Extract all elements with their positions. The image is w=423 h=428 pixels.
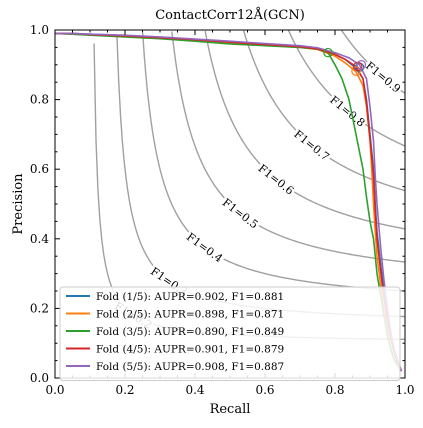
x-tick-label: 1.0 [395,383,414,397]
iso-label-background [183,228,227,266]
x-tick-label: 0.0 [45,383,64,397]
y-tick-label: 0.6 [30,162,49,176]
iso-f1-curve [141,32,405,292]
iso-f1-curve [171,31,405,263]
y-tick-label: 0.2 [30,301,49,315]
iso-f1-label: F1=0.9 [363,59,403,95]
axis-ticks: 0.0 0.2 0.4 0.6 0.8 1.0 0.0 0.2 0.4 0.6 0.8 1.0 [30,23,415,397]
x-tick-label: 0.6 [255,383,274,397]
best-f1-marker [351,66,361,76]
iso-f1-label: F1=0.6 [256,162,297,198]
legend: Fold (1/5): AUPR=0.902, F1=0.881 Fold (2/… [59,286,401,381]
chart-title: ContactCorr12Å(GCN) [155,7,305,23]
iso-f1-curve [204,30,405,230]
iso-label-background [290,125,334,164]
y-tick-label: 1.0 [30,23,49,37]
best-f1-marker [356,60,367,70]
y-axis-title: Precision [11,173,26,235]
iso-f1-label: F1=0.8 [327,93,367,129]
iso-f1-label: F1=0.4 [184,230,225,265]
x-tick-label: 0.4 [185,383,204,397]
x-tick-label: 0.2 [115,383,134,397]
legend-entry: Fold (1/5): AUPR=0.902, F1=0.881 [96,291,284,303]
legend-entry: Fold (5/5): AUPR=0.908, F1=0.887 [96,361,284,373]
iso-f1-label: F1=0.7 [291,128,331,164]
y-tick-label: 0.8 [30,93,49,107]
iso-label-background [362,57,405,96]
x-tick-label: 0.8 [325,383,344,397]
y-tick-label: 0.0 [30,371,49,385]
x-axis-title: Recall [210,402,251,417]
best-f1-marker [323,47,333,58]
legend-entry: Fold (3/5): AUPR=0.890, F1=0.849 [96,326,284,338]
legend-entry: Fold (2/5): AUPR=0.898, F1=0.871 [96,309,284,321]
iso-label-background [326,91,370,130]
legend-box [59,286,401,381]
iso-f1-label: F1=0.5 [220,196,261,231]
legend-entry: Fold (4/5): AUPR=0.901, F1=0.879 [96,344,284,356]
y-tick-label: 0.4 [30,232,49,246]
iso-label-background [255,160,298,198]
iso-label-background [219,194,263,232]
